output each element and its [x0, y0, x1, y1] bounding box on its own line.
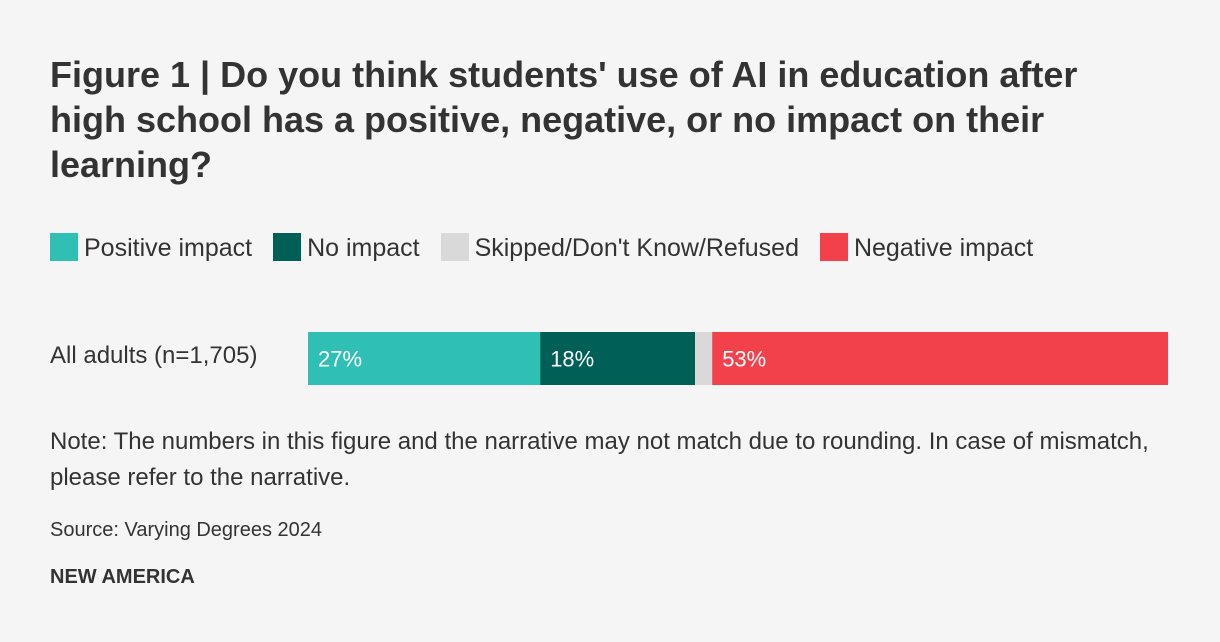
data-label-positive-impact: 27% [318, 347, 362, 372]
category-label: All adults (n=1,705) [50, 342, 258, 369]
chart-title: Figure 1 | Do you think students' use of… [50, 54, 1078, 185]
chart-legend: Positive impact No impact Skipped/Don't … [50, 228, 1080, 268]
data-label-negative-impact: 53% [722, 347, 766, 372]
legend-item-positive-impact: Positive impact [50, 233, 253, 262]
brand-wordmark: NEW AMERICA [50, 566, 195, 588]
legend-label-positive-impact: Positive impact [84, 234, 253, 262]
legend-label-skipped: Skipped/Don't Know/Refused [474, 234, 799, 262]
bar-segment-no-impact [540, 332, 695, 385]
bar-segment-negative-impact [712, 332, 1168, 385]
legend-swatch-positive-impact [50, 233, 78, 261]
bar-segment-positive-impact [308, 332, 541, 385]
legend-label-no-impact: No impact [307, 234, 420, 262]
chart-note: Note: The numbers in this figure and the… [50, 428, 1149, 491]
bar-segment-skipped-don-t-know-refused [695, 332, 713, 385]
data-label-no-impact: 18% [550, 347, 594, 372]
legend-swatch-skipped [440, 233, 469, 261]
legend-item-no-impact: No impact [273, 233, 420, 262]
legend-item-skipped: Skipped/Don't Know/Refused [440, 233, 799, 262]
chart-source: Source: Varying Degrees 2024 [50, 519, 323, 541]
legend-label-negative-impact: Negative impact [853, 234, 1034, 262]
legend-swatch-no-impact [273, 233, 302, 261]
legend-swatch-negative-impact [819, 233, 848, 261]
legend-item-negative-impact: Negative impact [819, 233, 1034, 262]
